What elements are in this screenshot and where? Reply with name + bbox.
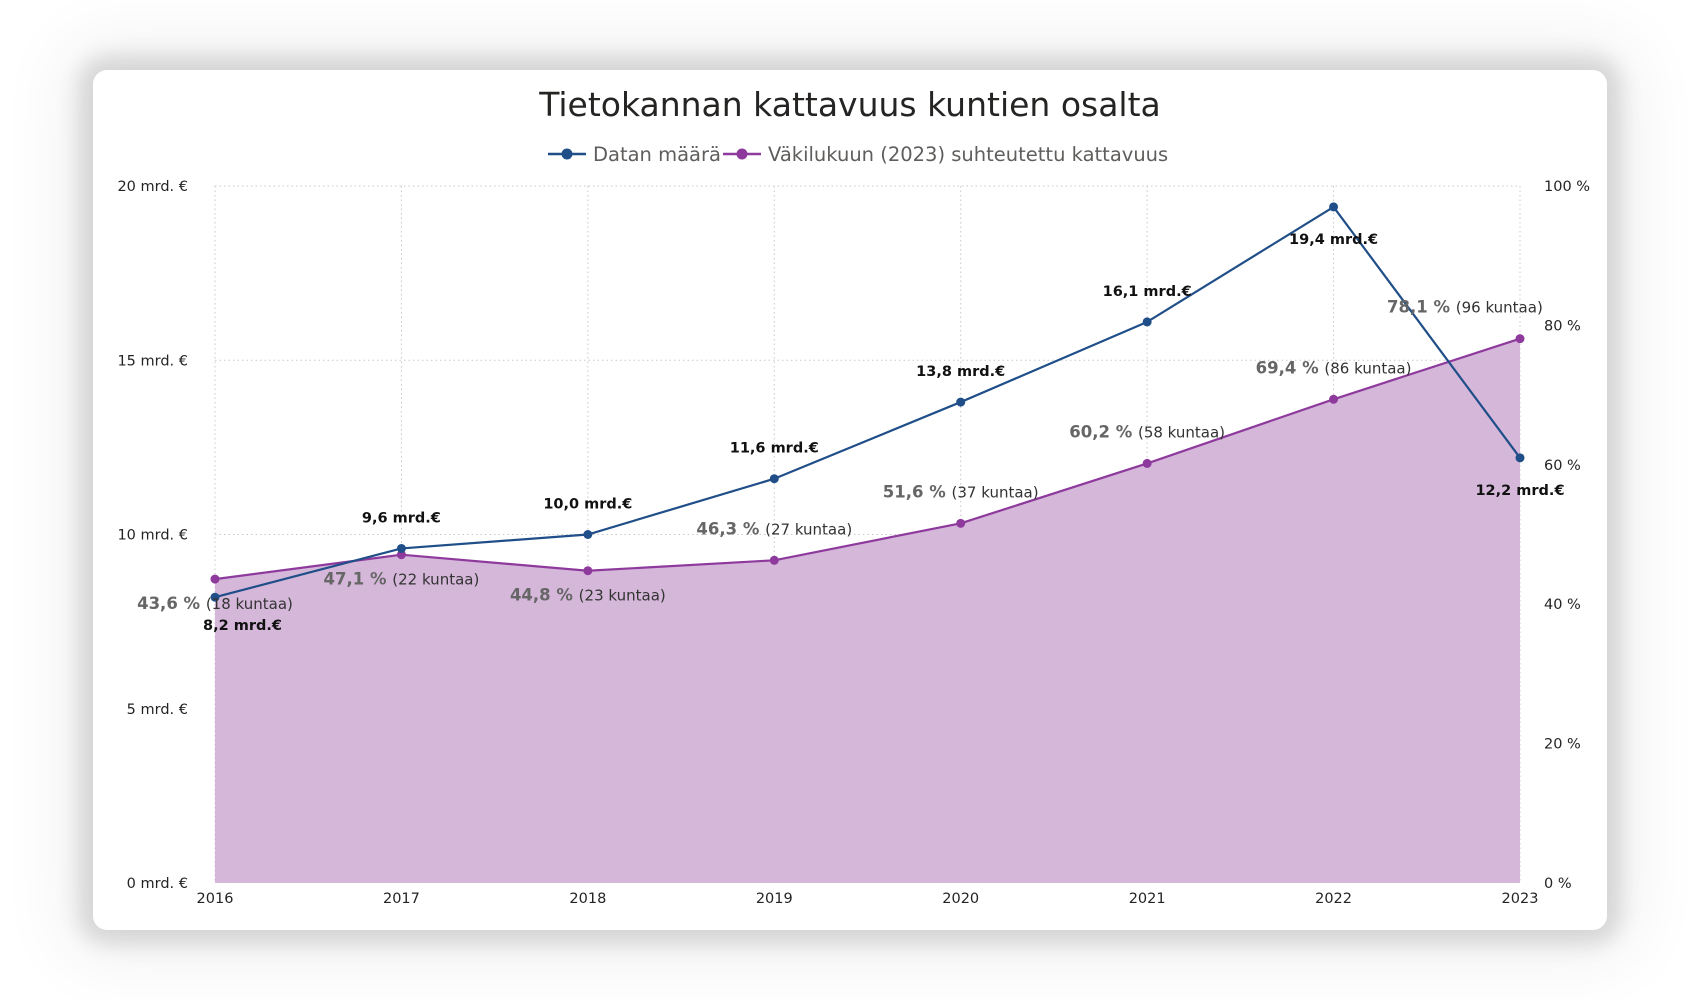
coverage-point [583,566,593,576]
coverage-label: 78,1 % (96 kuntaa) [1387,298,1543,317]
coverage-count: (18 kuntaa) [206,595,293,613]
y-right-tick-label: 100 % [1544,179,1590,195]
y-right-tick-label: 0 % [1544,876,1572,892]
x-tick-label: 2020 [942,891,979,907]
data-amount-label: 11,6 mrd.€ [730,441,819,457]
y-right-tick-label: 40 % [1544,597,1581,613]
data-amount-label: 10,0 mrd.€ [543,497,632,513]
coverage-percent: 51,6 % [883,482,952,501]
legend-label-2: Väkilukuun (2023) suhteutettu kattavuus [768,143,1168,166]
x-tick-label: 2023 [1502,891,1539,907]
data-amount-point [396,543,406,553]
coverage-percent: 46,3 % [696,519,765,538]
coverage-chart: Tietokannan kattavuus kuntien osalta Dat… [117,85,1590,907]
coverage-area-fill [215,338,1520,883]
data-amount-point [956,397,966,407]
chart-legend: Datan määrä Väkilukuun (2023) suhteutettu… [548,143,1168,166]
coverage-point [956,518,966,528]
x-tick-label: 2021 [1129,891,1166,907]
x-tick-label: 2019 [756,891,793,907]
coverage-count: (37 kuntaa) [952,483,1039,501]
coverage-count: (58 kuntaa) [1138,423,1225,441]
x-tick-label: 2022 [1315,891,1352,907]
coverage-count: (23 kuntaa) [579,587,666,605]
legend-marker-1 [561,148,573,160]
coverage-percent: 69,4 % [1256,358,1325,377]
coverage-area [215,338,1520,883]
coverage-point [1329,394,1339,404]
axes: 0 mrd. € 5 mrd. € 10 mrd. € 15 mrd. € 20 mrd… [117,179,1590,907]
y-left-tick-label: 15 mrd. € [117,353,188,369]
x-tick-label: 2018 [569,891,606,907]
data-amount-label: 16,1 mrd.€ [1103,284,1192,300]
data-amount-point [1142,317,1152,327]
coverage-percent: 60,2 % [1069,422,1138,441]
coverage-point [769,555,779,565]
x-tick-label: 2017 [383,891,420,907]
y-left-tick-label: 10 mrd. € [117,528,188,544]
series-lines [210,202,1525,602]
coverage-percent: 43,6 % [137,594,206,613]
coverage-count: (96 kuntaa) [1456,299,1543,317]
coverage-line [214,337,1521,581]
data-amount-label: 19,4 mrd.€ [1289,232,1378,248]
data-amount-point [1329,202,1339,212]
coverage-point [1515,334,1525,344]
coverage-label: 44,8 % (23 kuntaa) [510,586,666,605]
data-amount-point [769,474,779,484]
coverage-count: (22 kuntaa) [392,571,479,589]
data-amount-point [583,530,593,539]
data-amount-label: 9,6 mrd.€ [362,510,441,526]
coverage-percent: 44,8 % [510,586,579,605]
legend-label-1: Datan määrä [593,143,721,166]
data-amount-label: 8,2 mrd.€ [203,618,282,634]
chart-title: Tietokannan kattavuus kuntien osalta [538,85,1161,124]
y-left-tick-label: 0 mrd. € [127,876,188,892]
coverage-point [396,550,406,560]
coverage-label: 46,3 % (27 kuntaa) [696,519,852,538]
coverage-label: 51,6 % (37 kuntaa) [883,482,1039,501]
y-left-tick-label: 20 mrd. € [117,179,188,195]
data-labels: 8,2 mrd.€ 9,6 mrd.€ 10,0 mrd.€ 11,6 mrd.€ 13… [137,232,1564,634]
data-amount-label: 12,2 mrd.€ [1475,483,1564,499]
data-amount-point [210,592,220,602]
data-amount-point [1515,453,1525,463]
coverage-point [1142,458,1152,468]
coverage-label: 43,6 % (18 kuntaa) [137,594,293,613]
y-left-tick-label: 5 mrd. € [127,702,188,718]
coverage-percent: 78,1 % [1387,298,1456,317]
legend-marker-2 [736,148,748,160]
coverage-point [210,574,220,584]
coverage-count: (86 kuntaa) [1324,359,1411,377]
coverage-label: 60,2 % (58 kuntaa) [1069,422,1225,441]
x-tick-label: 2016 [197,891,234,907]
data-amount-line [214,205,1521,599]
y-right-tick-label: 20 % [1544,737,1581,753]
coverage-count: (27 kuntaa) [765,520,852,538]
coverage-percent: 47,1 % [324,570,393,589]
coverage-label: 69,4 % (86 kuntaa) [1256,358,1412,377]
data-amount-label: 13,8 mrd.€ [916,364,1005,380]
chart-card: Tietokannan kattavuus kuntien osalta Dat… [93,70,1607,930]
y-right-tick-label: 60 % [1544,458,1581,474]
y-right-tick-label: 80 % [1544,318,1581,334]
coverage-label: 47,1 % (22 kuntaa) [324,570,480,589]
